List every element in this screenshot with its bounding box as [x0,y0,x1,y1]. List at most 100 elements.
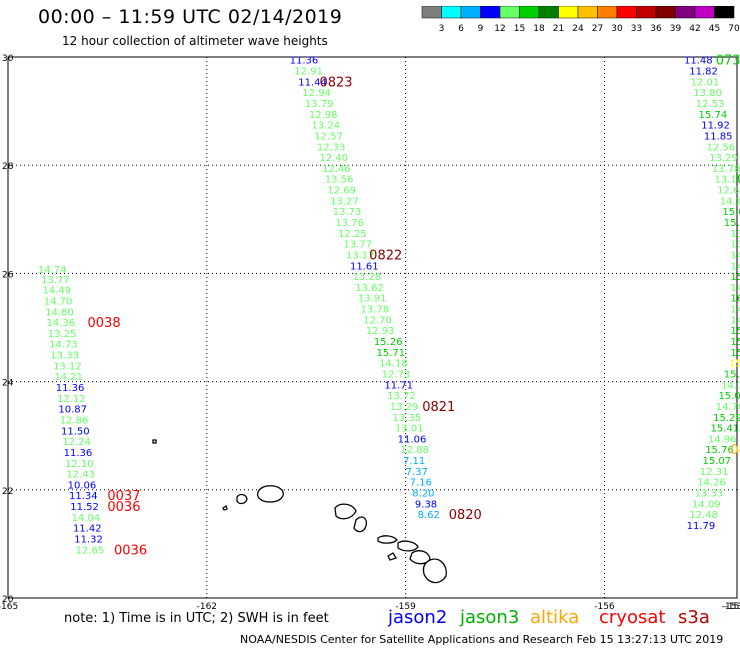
wave-height-label: 13.77 [343,240,372,251]
pass-time-label: 0036 [114,543,147,558]
colorbar-label: 9 [478,24,484,34]
colorbar-label: 36 [650,24,662,34]
wave-height-label: 8.20 [412,489,434,500]
wave-height-label: 14. [730,261,740,272]
island-outline [422,558,447,584]
wave-height-label: 13.72 [387,391,416,402]
wave-height-label: 12.73 [382,369,411,380]
wave-height-label: 15.26 [374,337,403,348]
wave-height-label: 15.76 [705,445,734,456]
wave-height-label: 13.35 [392,413,421,424]
wave-height-label: 11.44 [298,77,327,88]
wave-height-label: 14.0 [730,315,740,326]
wave-height-label: 13.56 [325,175,354,186]
island-outline [236,493,248,505]
wave-height-label: 11.36 [56,383,85,394]
wave-height-label: 12.69 [327,186,356,197]
wave-height-label: 13.25 [48,329,77,340]
wave-height-label: 12.31 [700,467,729,478]
colorbar-label: 15 [514,24,525,34]
wave-height-label: 15.66 [730,337,740,348]
wave-height-label: 12.88 [400,445,429,456]
island-outline [152,439,157,444]
legend-jason3: jason3 [460,607,520,628]
island-outline [256,485,284,503]
wave-height-label: 13.79 [305,99,334,110]
colorbar-label: 6 [458,24,464,34]
y-tick-label: 22 [2,487,13,497]
colorbar-label: 70 [728,24,740,34]
wave-height-label: 12.94 [302,88,331,99]
wave-height-label: 13.27 [330,196,359,207]
pass-time-label: 0821 [422,400,455,415]
wave-height-label: 11.42 [73,524,102,535]
wave-height-label: 13.29 [709,153,738,164]
legend-altika: altika [530,607,580,628]
wave-height-label: 12.91 [294,67,323,78]
wave-height-label: 12.67 [717,186,740,197]
colorbar-label: 24 [572,24,584,34]
wave-height-label: 13.01 [395,424,424,435]
wave-height-label: 13.33 [50,351,79,362]
wave-height-label: 13.24 [312,121,341,132]
wave-height-label: 13.11 [714,175,740,186]
pass-time-label: 041 [730,443,740,458]
wave-height-label: 12.98 [309,110,338,121]
island-outline [353,516,368,533]
pass-time-label: 0036 [107,500,140,515]
island-outline [397,540,419,552]
wave-height-label: 15.05 [722,207,740,218]
wave-height-label: 12.40 [319,153,348,164]
x-tick-label: -153 [722,602,740,612]
wave-height-label: 11.92 [701,121,730,132]
legend-cryosat: cryosat [599,607,666,628]
wave-height-label: 14. [730,283,740,294]
wave-height-label: 13.80 [693,88,722,99]
wave-height-label: 15.07 [718,391,740,402]
pass-time-label: 0 [737,173,740,188]
legend-s3a: s3a [678,607,710,628]
wave-height-label: 13.77 [41,275,70,286]
wave-height-label: 11.52 [70,502,99,513]
colorbar-label: 3 [439,24,445,34]
wave-height-label: 12.70 [363,315,392,326]
wave-height-label: 14.73 [49,340,78,351]
wave-height-label: 12.56 [707,142,736,153]
wave-height-label: 13.78 [361,305,390,316]
wave-height-label: 15.07 [703,456,732,467]
wave-height-label: 11.32 [74,534,103,545]
y-tick-label: 24 [2,379,14,389]
wave-height-label: 10.87 [58,405,87,416]
wave-height-label: 15.13 [730,348,740,359]
colorbar-label: 33 [631,24,642,34]
wave-height-label: 11.06 [398,434,427,445]
wave-height-label: 11.36 [290,56,319,67]
wave-height-label: 13. [730,240,740,251]
wave-height-label: 12.24 [62,437,91,448]
wave-height-label: 12.65 [76,545,105,556]
pass-time-label: 0038 [88,316,121,331]
x-tick-label: -162 [197,602,217,612]
footnote: note: 1) Time is in UTC; 2) SWH is in fe… [64,611,329,626]
wave-height-label: 13.73 [333,207,362,218]
wave-height-label: 14.36 [46,318,75,329]
map-title: 00:00 – 11:59 UTC 02/14/2019 [38,6,343,28]
wave-height-label: 10.06 [68,480,97,491]
wave-height-label: 12.25 [338,229,367,240]
island-outline [377,535,398,544]
colorbar-label: 21 [553,24,564,34]
wave-height-label: 8.62 [418,510,440,521]
wave-height-label: 14.09 [692,499,721,510]
pass-time-label: 0736 [716,54,740,69]
wave-height-label: 15.41 [710,424,739,435]
wave-height-label: 15.29 [713,413,740,424]
wave-height-label: 12.12 [57,394,86,405]
wave-height-label: 14.21 [54,372,83,383]
wave-height-label: 12.46 [322,164,351,175]
colorbar-label: 30 [611,24,623,34]
wave-height-label: 11.71 [384,380,413,391]
wave-height-label: 11.36 [64,448,93,459]
wave-height-label: 14.49 [42,286,71,297]
